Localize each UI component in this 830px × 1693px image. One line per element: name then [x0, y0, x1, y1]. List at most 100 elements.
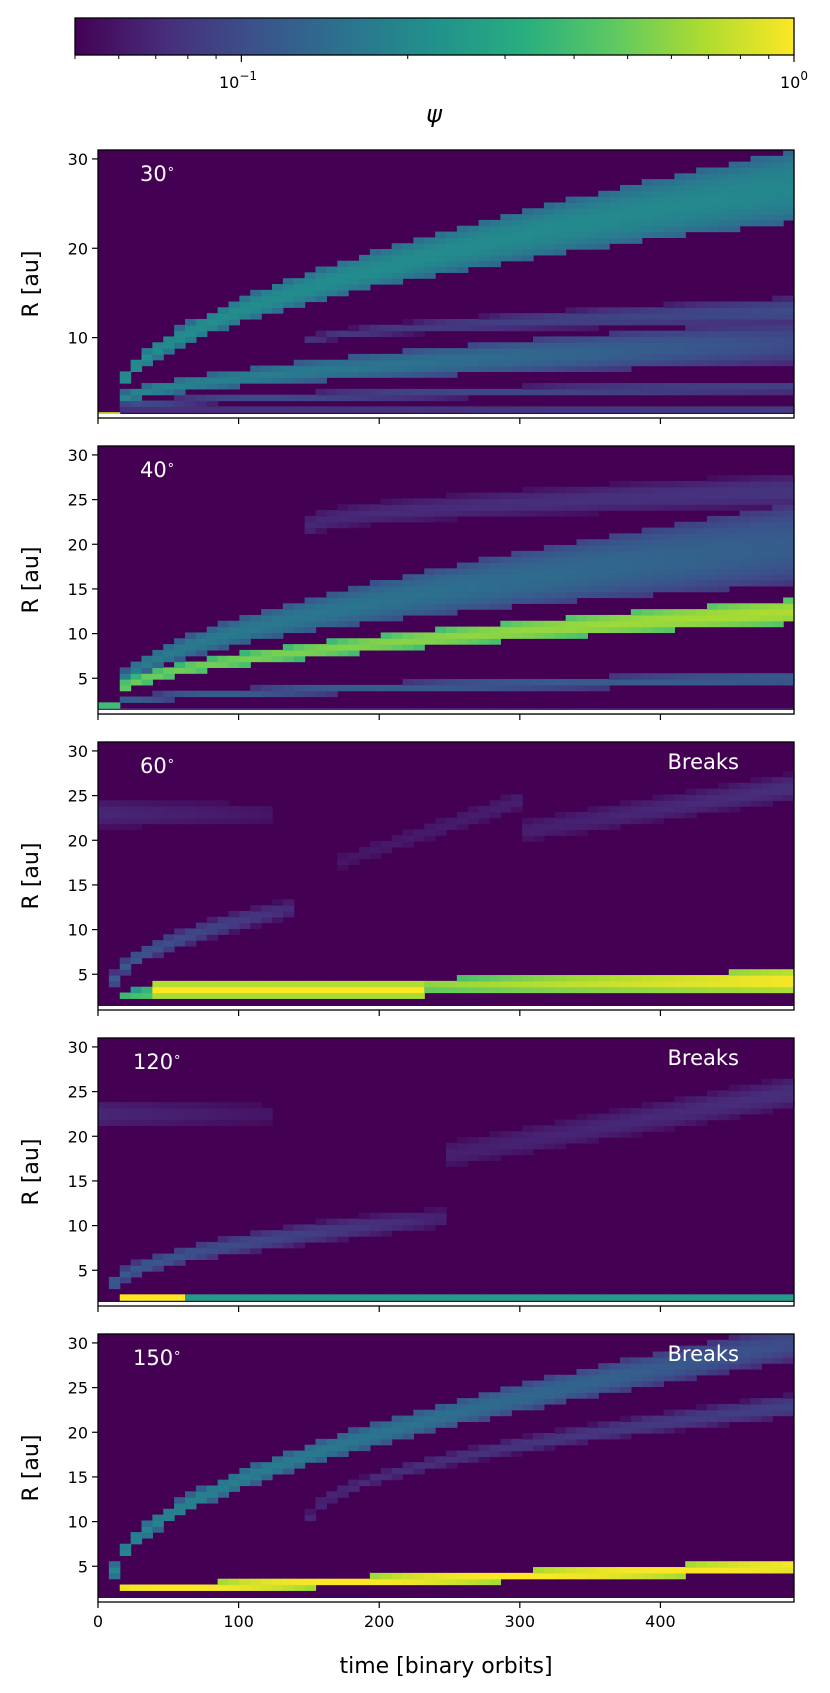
- heatmap-cell: [554, 684, 567, 692]
- heatmap-cell: [228, 986, 240, 994]
- heatmap-cell: [315, 1578, 327, 1586]
- heatmap-cell: [609, 975, 621, 982]
- heatmap-cell: [543, 1398, 556, 1405]
- heatmap-cell: [587, 510, 599, 517]
- heatmap-cell: [663, 1294, 675, 1301]
- heatmap-cell: [543, 585, 556, 593]
- heatmap-cell: [119, 817, 132, 825]
- heatmap-cell: [413, 1218, 425, 1226]
- heatmap-cell: [609, 574, 621, 581]
- heatmap-cell: [435, 231, 447, 238]
- heatmap-cell: [315, 649, 327, 657]
- heatmap-cell: [728, 190, 741, 198]
- heatmap-cell: [717, 406, 730, 413]
- heatmap-cell: [500, 568, 512, 575]
- heatmap-cell: [587, 1421, 599, 1428]
- heatmap-cell: [685, 330, 697, 338]
- heatmap-cell: [348, 1218, 360, 1226]
- heatmap-cell: [728, 324, 741, 332]
- heatmap-cell: [750, 969, 762, 976]
- heatmap-cell: [511, 498, 523, 505]
- heatmap-cell: [652, 1415, 665, 1422]
- heatmap-cell: [652, 626, 665, 634]
- heatmap-cell: [554, 1438, 567, 1446]
- heatmap-cell: [500, 574, 512, 581]
- heatmap-cell: [750, 1102, 762, 1109]
- heatmap-cell: [152, 992, 164, 999]
- heatmap-cell: [511, 504, 523, 511]
- heatmap-cell: [707, 556, 719, 564]
- heatmap-cell: [543, 568, 556, 575]
- heatmap-cell: [761, 614, 773, 622]
- heatmap-cell: [696, 679, 708, 686]
- heatmap-cell: [163, 400, 175, 407]
- heatmap-cell: [739, 679, 752, 686]
- heatmap-cell: [565, 510, 578, 517]
- heatmap-cell: [250, 1479, 262, 1487]
- heatmap-cell: [652, 1357, 665, 1364]
- heatmap-cell: [761, 202, 773, 209]
- heatmap-cell: [522, 562, 534, 569]
- heatmap-cell: [391, 260, 404, 268]
- heatmap-cell: [413, 632, 425, 639]
- heatmap-cell: [272, 307, 284, 314]
- heatmap-cell: [424, 515, 436, 523]
- heatmap-cell: [630, 307, 643, 314]
- heatmap-cell: [217, 986, 230, 994]
- heatmap-cell: [609, 388, 621, 396]
- heatmap-cell: [739, 975, 752, 982]
- heatmap-cell: [772, 208, 784, 215]
- heatmap-cell: [620, 214, 632, 221]
- heatmap-cell: [108, 1119, 121, 1126]
- panel-frame: [97, 741, 795, 1011]
- heatmap-cell: [750, 975, 762, 982]
- heatmap-cell: [598, 550, 610, 558]
- heatmap-cell: [152, 342, 164, 349]
- heatmap-cell: [304, 1230, 317, 1237]
- heatmap-cell: [761, 342, 773, 349]
- heatmap-cell: [663, 556, 675, 564]
- heatmap-cell: [337, 289, 349, 297]
- heatmap-cell: [739, 515, 752, 523]
- heatmap-cell: [761, 1567, 773, 1574]
- heatmap-cell: [576, 342, 588, 349]
- heatmap-cell: [272, 295, 284, 303]
- heatmap-cell: [326, 644, 338, 651]
- heatmap-cell: [739, 219, 752, 227]
- heatmap-cell: [119, 673, 132, 680]
- heatmap-cell: [446, 986, 458, 994]
- heatmap-cell: [772, 1357, 784, 1364]
- heatmap-cell: [293, 377, 306, 384]
- heatmap-cell: [739, 1334, 752, 1341]
- heatmap-cell: [282, 992, 295, 999]
- heatmap-cell: [500, 353, 512, 361]
- heatmap-cell: [533, 510, 545, 517]
- heatmap-cell: [500, 406, 512, 413]
- heatmap-cell: [391, 986, 404, 994]
- heatmap-cell: [565, 980, 578, 988]
- heatmap-cell: [598, 388, 610, 396]
- heatmap-cell: [293, 992, 306, 999]
- y-tick-label: 5: [78, 669, 88, 688]
- heatmap-cell: [500, 632, 512, 639]
- heatmap-cell: [717, 679, 730, 686]
- heatmap-cell: [435, 1415, 447, 1422]
- heatmap-cell: [130, 661, 143, 668]
- heatmap-cell: [576, 1427, 588, 1434]
- heatmap-cell: [478, 632, 491, 639]
- heatmap-cell: [728, 603, 741, 610]
- heatmap-cell: [543, 510, 556, 517]
- heatmap-cell: [783, 673, 795, 680]
- heatmap-cell: [761, 562, 773, 569]
- heatmap-cell: [217, 307, 230, 314]
- heatmap-cell: [620, 1572, 632, 1580]
- heatmap-cell: [261, 1113, 273, 1121]
- heatmap-cell: [500, 1137, 512, 1144]
- heatmap-cell: [554, 545, 567, 552]
- heatmap-cell: [739, 342, 752, 349]
- heatmap-cell: [467, 811, 480, 819]
- heatmap-cell: [728, 498, 741, 505]
- heatmap-cell: [728, 348, 741, 355]
- heatmap-cell: [674, 179, 686, 186]
- heatmap-cell: [272, 980, 284, 988]
